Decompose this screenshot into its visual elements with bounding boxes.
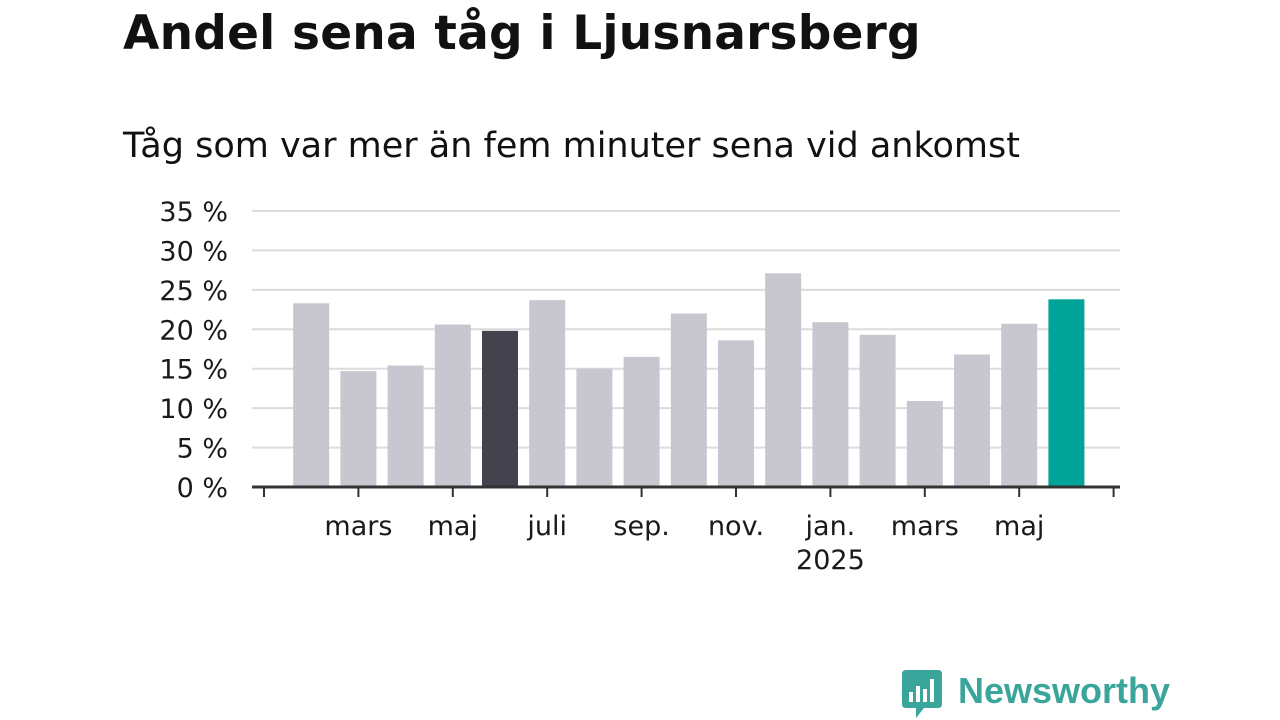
brand-logo-block: Newsworthy	[902, 670, 1170, 720]
bar	[859, 334, 896, 487]
y-tick-label: 0 %	[177, 473, 228, 504]
y-tick-label: 20 %	[159, 315, 228, 346]
chart-title: Andel sena tåg i Ljusnarsberg	[123, 6, 921, 61]
y-tick-label: 5 %	[177, 434, 228, 465]
bar	[529, 300, 566, 487]
bar	[670, 313, 707, 487]
y-tick-label: 30 %	[159, 236, 228, 267]
y-tick-label: 15 %	[159, 355, 228, 386]
x-tick-label: juli	[526, 511, 567, 542]
y-tick-label: 10 %	[159, 394, 228, 425]
bar	[576, 368, 613, 487]
bar	[1001, 323, 1038, 487]
y-tick-label: 25 %	[159, 276, 228, 307]
x-tick-label: jan.	[805, 511, 856, 542]
x-tick-label: sep.	[613, 511, 669, 542]
x-tick-label: mars	[891, 511, 959, 542]
x-tick-label: nov.	[708, 511, 764, 542]
bar	[954, 354, 990, 487]
x-tick-sublabel: 2025	[796, 545, 865, 576]
bar	[293, 303, 330, 487]
x-tick-label: maj	[428, 511, 478, 542]
bar	[1048, 299, 1085, 487]
brand-name: Newsworthy	[958, 670, 1171, 711]
bar	[906, 401, 943, 487]
bar	[623, 356, 660, 487]
bar	[387, 365, 424, 487]
x-tick-label: maj	[994, 511, 1044, 542]
bar	[812, 322, 849, 487]
bar	[718, 340, 754, 487]
bar	[765, 273, 802, 487]
bar	[340, 371, 377, 487]
x-tick-label: mars	[324, 511, 392, 542]
bar	[434, 324, 471, 487]
bar	[482, 330, 518, 487]
chart-speech-bubble-icon	[902, 670, 942, 718]
chart-subtitle: Tåg som var mer än fem minuter sena vid …	[123, 126, 1020, 166]
y-tick-label: 35 %	[159, 197, 228, 228]
